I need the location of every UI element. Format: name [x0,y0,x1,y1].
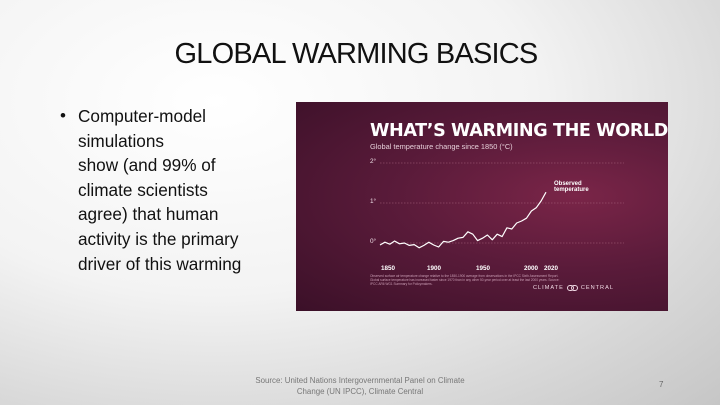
source-line: Change (UN IPCC), Climate Central [296,387,424,396]
bullet-line: activity is the primary [78,228,239,249]
x-tick-label: 1900 [427,265,442,272]
chart-plot-area [379,162,624,249]
bullet-line: climate scientists [78,179,208,200]
temperature-chart-image: WHAT’S WARMING THE WORLD? Global tempera… [296,102,668,311]
bullet-dot-icon: • [60,106,66,125]
bullet-point: • Computer-model simulations show (and 9… [60,104,290,276]
bullet-line: agree) that human [78,204,219,225]
climate-central-mark-icon [566,285,578,291]
slide-title: GLOBAL WARMING BASICS [174,38,539,70]
series-line-observed-temperature [379,191,547,249]
chart-title: WHAT’S WARMING THE WORLD? [370,121,668,141]
chart-subtitle: Global temperature change since 1850 (°C… [370,142,513,151]
bullet-line: Computer-model [78,106,206,126]
y-tick-label: 2° [370,158,377,165]
chart-fineprint: Observed surface air temperature change … [370,274,560,286]
y-tick-label: 1° [370,198,377,205]
x-tick-label: 1950 [476,265,491,272]
source-note: Source: United Nations Intergovernmental… [240,375,480,397]
bullet-line: show (and 99% of [78,155,216,176]
source-line: Source: United Nations Intergovernmental… [255,376,465,385]
series-label-text: Observed temperature [554,181,589,194]
x-tick-label: 1850 [381,265,396,272]
y-tick-label: 0° [370,238,377,245]
brand-text-climate: CLIMATE [533,285,564,291]
climate-central-logo: CLIMATE CENTRAL [533,285,614,291]
x-tick-label: 2000 [524,265,539,272]
bullet-line: driver of this warming [78,253,242,274]
x-tick-label: 2020 [544,265,559,272]
brand-text-central: CENTRAL [580,285,614,291]
page-number: 7 [659,380,664,389]
series-label-observed: Observed temperature [554,181,589,194]
bullet-line: simulations [78,130,164,151]
